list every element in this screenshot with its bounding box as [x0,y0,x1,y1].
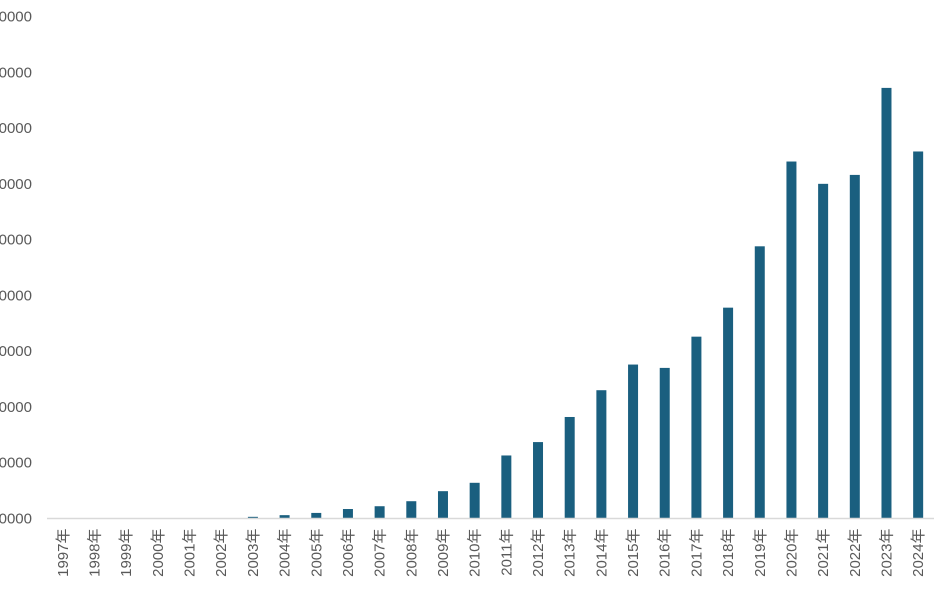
x-tick-label: 2017年 [688,529,705,577]
bar-2006年 [342,509,353,519]
x-tick-label: 2004年 [277,529,294,577]
bar-2013年 [564,416,575,519]
bar-2018年 [723,307,734,519]
x-tick-label: 2021年 [815,529,832,577]
x-tick-label: 2009年 [435,529,452,577]
bar-2010年 [469,482,480,519]
x-tick-label: 2005年 [308,529,325,577]
y-tick-label: 0000 [0,399,32,416]
bar-2016年 [659,367,670,519]
x-tick-label: 2019年 [752,529,769,577]
x-tick-label: 2007年 [372,529,389,577]
bar-2003年 [247,516,258,519]
bar-2019年 [754,246,765,519]
x-tick-label: 1998年 [87,529,104,577]
bar-2011年 [501,455,512,519]
bar-2007年 [374,506,385,519]
x-tick-label: 2013年 [562,529,579,577]
y-tick-label: 0000 [0,64,32,81]
x-tick-label: 2010年 [467,529,484,577]
bar-2012年 [533,442,544,519]
x-tick-label: 2003年 [245,529,262,577]
y-tick-label: 0000 [0,176,32,193]
x-tick-label: 2024年 [910,529,927,577]
y-tick-label: 0000 [0,9,32,26]
x-tick-label: 2001年 [182,529,199,577]
bar-2020年 [786,161,797,519]
x-tick-label: 2002年 [213,529,230,577]
x-tick-label: 2006年 [340,529,357,577]
x-tick-label: 2000年 [150,529,167,577]
x-tick-label: 2018年 [720,529,737,577]
x-tick-label: 1997年 [55,529,72,577]
bar-series [247,87,924,519]
y-tick-label: 0000 [0,287,32,304]
bar-2021年 [818,183,829,519]
bar-2014年 [596,390,607,519]
y-tick-label: 0000 [0,232,32,249]
bar-2022年 [849,174,860,519]
bar-2023年 [881,87,892,519]
y-tick-label: 0000 [0,511,32,528]
x-tick-label: 2015年 [625,529,642,577]
y-axis: 0000 0000 0000 0000 0000 0000 0000 0000 0000 0000 [0,9,32,528]
x-tick-label: 2008年 [403,529,420,577]
y-tick-label: 0000 [0,343,32,360]
x-tick-label: 2023年 [878,529,895,577]
x-tick-label: 2014年 [593,529,610,577]
x-tick-label: 2011年 [498,529,515,576]
bar-2009年 [437,491,448,519]
bar-2024年 [913,151,924,519]
bar-2008年 [406,501,417,519]
x-axis: 1997年 1998年 1999年 2000年 2001年 2002年 2003年 2004年… [55,529,927,577]
x-tick-label: 2020年 [783,529,800,577]
x-tick-label: 1999年 [118,529,135,577]
bar-2005年 [311,512,322,519]
bar-2015年 [628,364,639,519]
x-tick-label: 2016年 [657,529,674,577]
y-tick-label: 0000 [0,455,32,472]
bar-2017年 [691,336,702,519]
bar-2004年 [279,515,290,519]
y-tick-label: 0000 [0,120,32,137]
x-tick-label: 2012年 [530,529,547,577]
x-tick-label: 2022年 [847,529,864,577]
